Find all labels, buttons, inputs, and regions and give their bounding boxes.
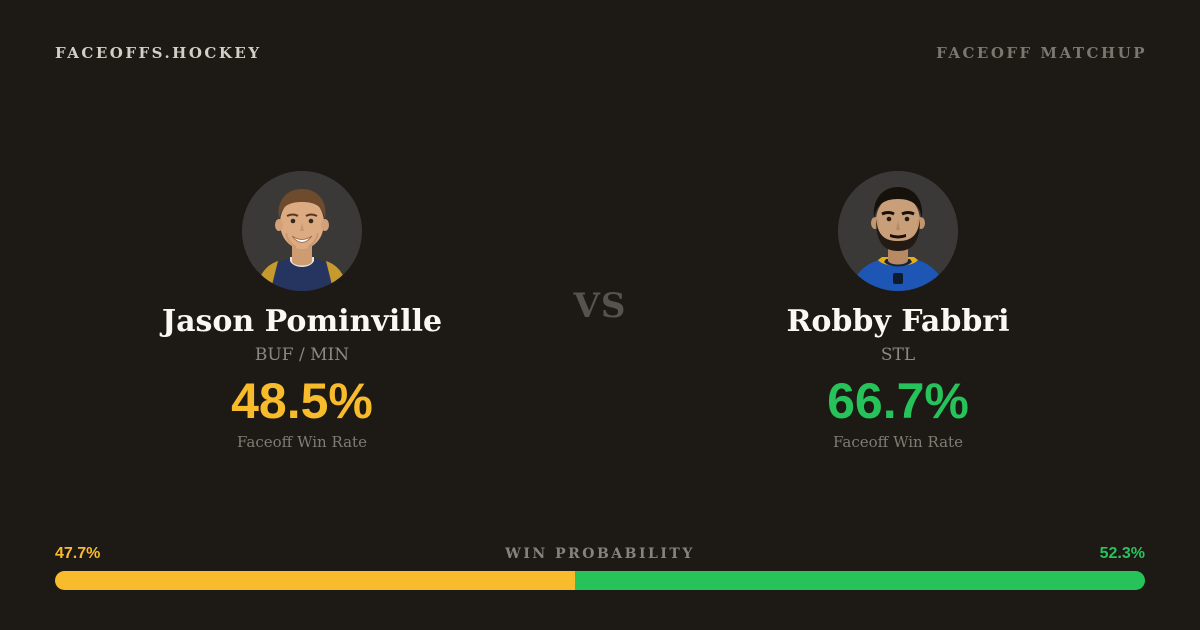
player-left-name: Jason Pominville	[161, 304, 443, 339]
win-probability-section: 47.7% WIN PROBABILITY 52.3%	[55, 544, 1145, 590]
player-left-headshot-image	[242, 171, 362, 291]
win-probability-labels: 47.7% WIN PROBABILITY 52.3%	[55, 544, 1145, 564]
brand-logo-text: FACEOFFS.HOCKEY	[55, 44, 262, 62]
player-left-win-rate: 48.5%	[231, 373, 373, 429]
player-right-headshot-image	[838, 171, 958, 291]
player-right-avatar	[838, 171, 958, 291]
header: FACEOFFS.HOCKEY FACEOFF MATCHUP	[55, 44, 1147, 62]
player-left-stat-label: Faceoff Win Rate	[237, 433, 367, 451]
win-probability-title: WIN PROBABILITY	[505, 546, 695, 562]
player-left-avatar	[242, 171, 362, 291]
player-right-win-rate: 66.7%	[827, 373, 969, 429]
vs-label: VS	[573, 286, 627, 326]
player-card-left: Jason Pominville BUF / MIN 48.5% Faceoff…	[55, 171, 549, 452]
win-probability-right-label: 52.3%	[1099, 545, 1145, 562]
win-probability-left-label: 47.7%	[55, 545, 101, 562]
win-probability-right-segment	[574, 571, 1145, 590]
win-probability-bar	[55, 571, 1145, 590]
card-type-label: FACEOFF MATCHUP	[936, 44, 1147, 62]
player-left-teams: BUF / MIN	[254, 345, 350, 365]
player-card-right: Robby Fabbri STL 66.7% Faceoff Win Rate	[651, 171, 1145, 452]
player-right-stat-label: Faceoff Win Rate	[833, 433, 963, 451]
win-probability-left-segment	[55, 571, 575, 590]
player-right-teams: STL	[880, 345, 916, 365]
player-right-name: Robby Fabbri	[786, 304, 1010, 339]
